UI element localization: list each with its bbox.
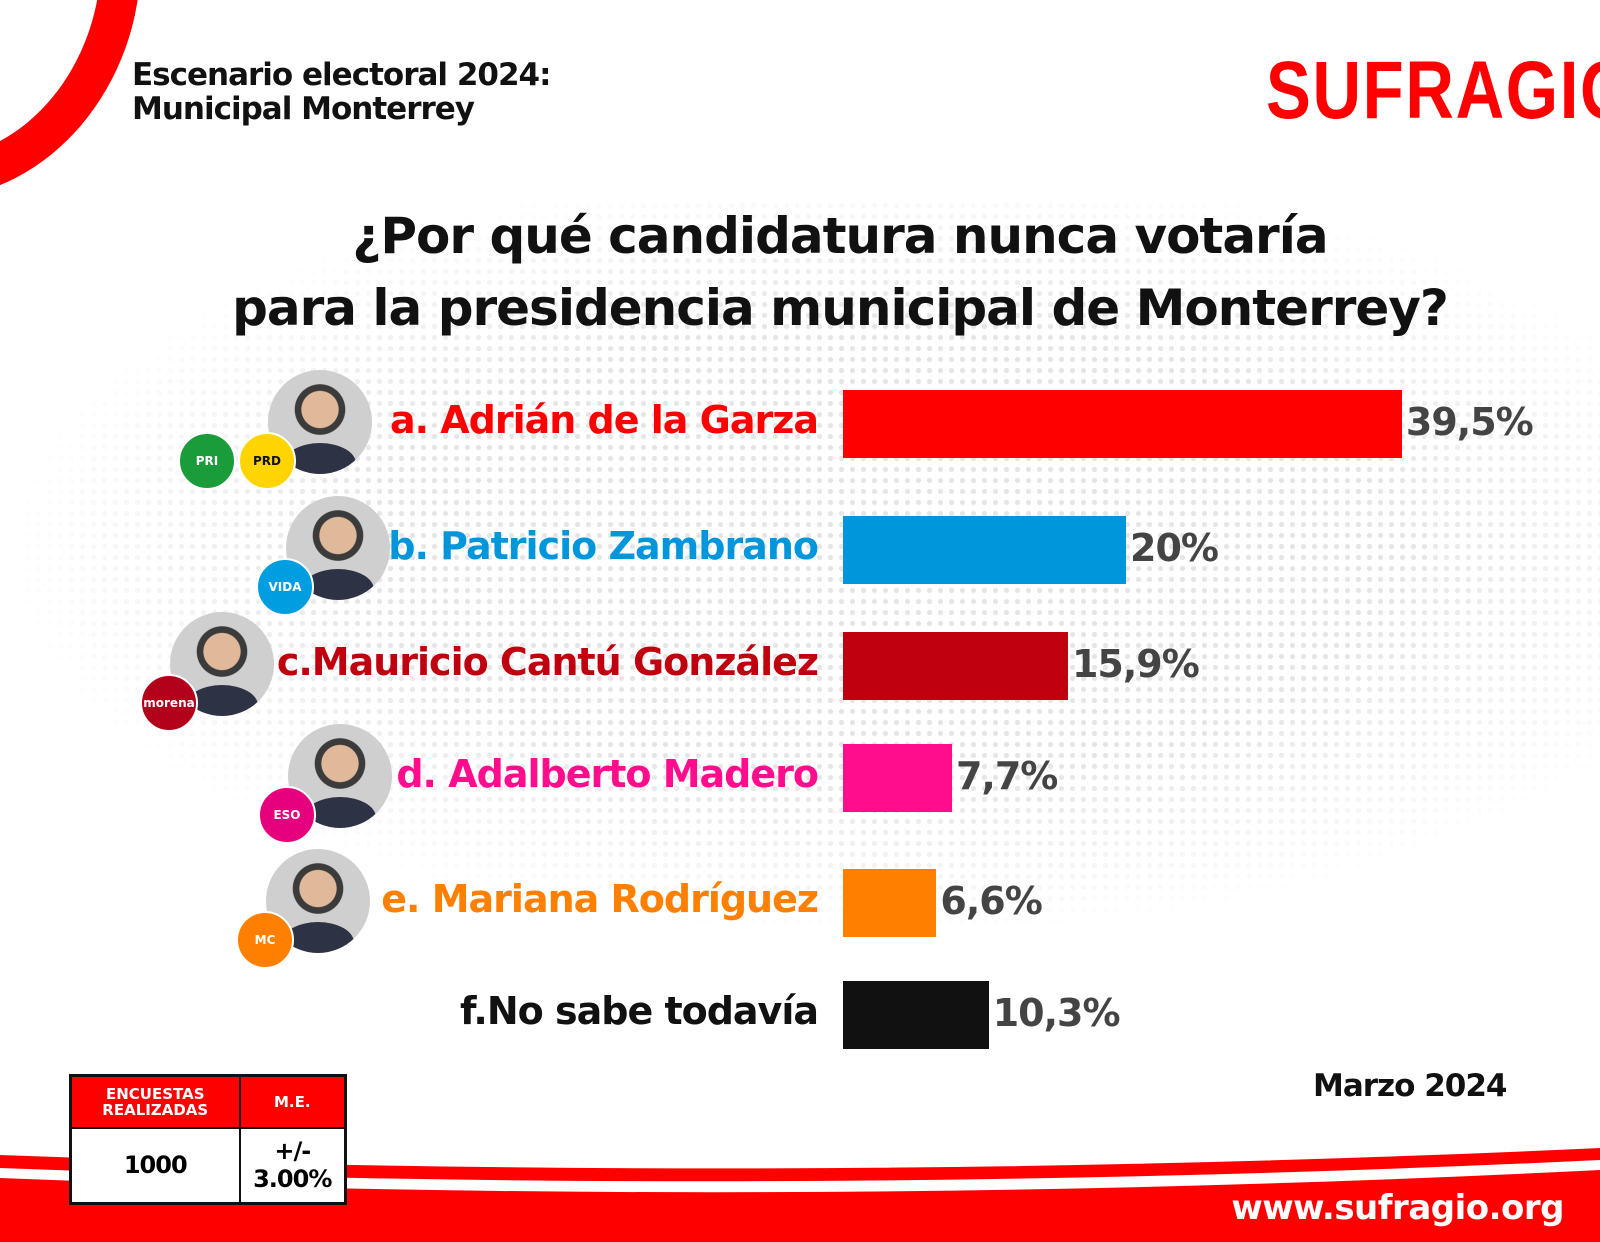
bar-row: a. Adrián de la Garza 39,5% PRI PRD (0, 370, 1600, 490)
bar (843, 869, 937, 937)
bar (843, 744, 952, 812)
chart-title-line-1: ¿Por qué candidatura nunca votaría (352, 207, 1328, 265)
value-label: 15,9% (1071, 642, 1200, 686)
value-label: 20% (1130, 526, 1219, 570)
bar (843, 981, 989, 1049)
party-logo-icon: ESO (258, 786, 316, 844)
chart-title-line-2: para la presidencia municipal de Monterr… (232, 279, 1449, 337)
survey-date: Marzo 2024 (1313, 1068, 1507, 1104)
candidate-label: e. Mariana Rodríguez (381, 877, 819, 921)
bar-row: f.No sabe todavía 10,3% (0, 981, 1600, 1051)
value-label: 39,5% (1405, 400, 1534, 444)
party-logo-icon: MC (236, 911, 294, 969)
survey-info-table: ENCUESTAS REALIZADAS M.E. 1000 +/- 3.00% (69, 1074, 347, 1205)
header-line-1: Escenario electoral 2024: (132, 57, 551, 93)
bar-row: e. Mariana Rodríguez 6,6% MC (0, 849, 1600, 969)
value-label: 10,3% (992, 991, 1121, 1035)
bar-row: d. Adalberto Madero 7,7% ESO (0, 724, 1600, 844)
header-title: Escenario electoral 2024: Municipal Mont… (132, 58, 551, 126)
bar (843, 390, 1402, 458)
bar (843, 516, 1126, 584)
value-label: 6,6% (940, 879, 1042, 923)
party-logo-icon: PRD (238, 432, 296, 490)
bar-row: b. Patricio Zambrano 20% VIDA (0, 496, 1600, 616)
party-logo-icon: morena (140, 674, 198, 732)
candidate-photo (288, 724, 392, 828)
bar-row: c.Mauricio Cantú González 15,9% morena (0, 612, 1600, 732)
party-logo-icon: VIDA (256, 558, 314, 616)
chart-title: ¿Por qué candidatura nunca votaría para … (0, 200, 1600, 344)
header-line-2: Municipal Monterrey (132, 91, 475, 127)
value-label: 7,7% (955, 754, 1058, 798)
party-logo-icon: PRI (178, 432, 236, 490)
candidate-photo (266, 849, 370, 953)
candidate-label: b. Patricio Zambrano (388, 524, 819, 568)
candidate-label: c.Mauricio Cantú González (276, 640, 819, 684)
candidate-photo (268, 370, 372, 474)
footer-wave (0, 1148, 1600, 1242)
header-encuestas: ENCUESTAS REALIZADAS (70, 1075, 241, 1128)
website-link[interactable]: www.sufragio.org (1231, 1188, 1564, 1228)
candidate-label: f.No sabe todavía (459, 989, 819, 1033)
bar (843, 632, 1068, 700)
encuestas-value: 1000 (70, 1126, 241, 1204)
margin-of-error-value: +/- 3.00% (239, 1126, 347, 1204)
header-me: M.E. (239, 1075, 347, 1128)
candidate-label: a. Adrián de la Garza (389, 398, 819, 442)
candidate-label: d. Adalberto Madero (396, 752, 819, 796)
sufragio-logo: SUFRAGIO (1266, 45, 1600, 136)
